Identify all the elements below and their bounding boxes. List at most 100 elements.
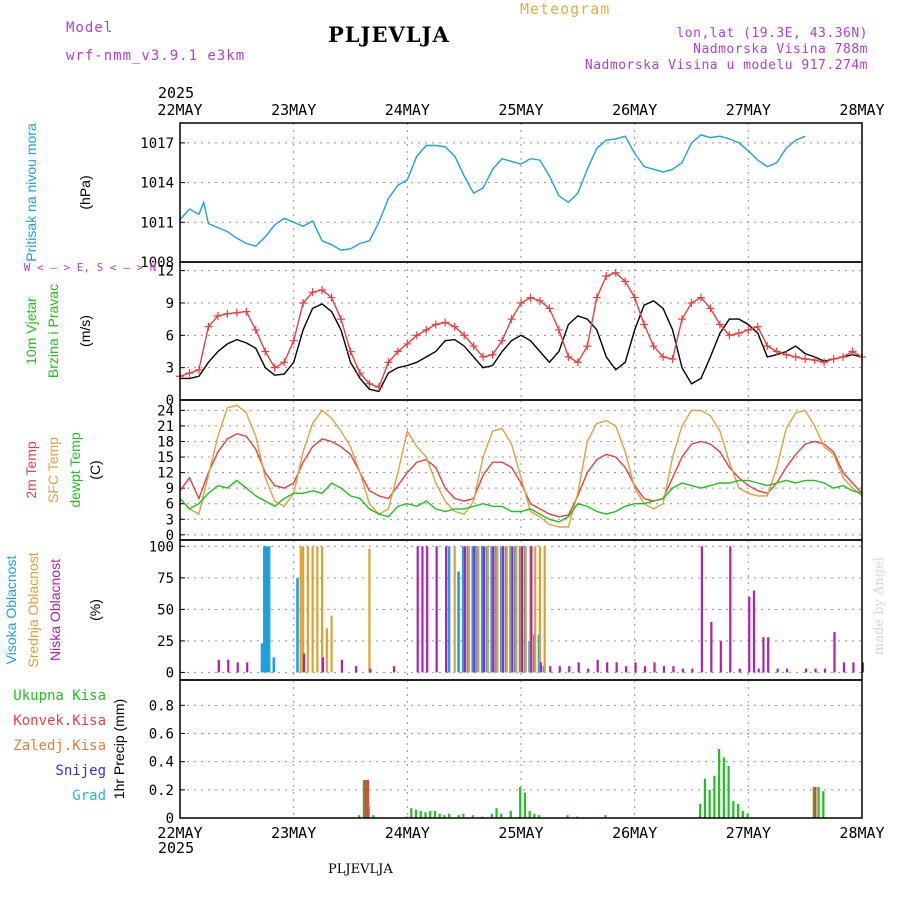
day-label-top-6: 28MAY bbox=[839, 101, 884, 119]
cloud-bar-2-32 bbox=[624, 666, 628, 673]
cloud-bar-1-6 bbox=[325, 628, 328, 673]
wind-marker-42 bbox=[573, 358, 582, 367]
day-label-top-2: 24MAY bbox=[385, 101, 430, 119]
temperature-ylabel-2: dewpt Temp bbox=[67, 432, 83, 507]
wind-marker-32 bbox=[479, 352, 488, 361]
cloud-bar-0-3 bbox=[267, 546, 271, 673]
temperature-line-2 bbox=[179, 479, 863, 523]
cloud-bar-2-21 bbox=[520, 546, 523, 673]
temperature-ytick-6: 18 bbox=[157, 434, 174, 450]
wind-marker-69 bbox=[829, 355, 838, 364]
wind-marker-15 bbox=[318, 286, 327, 295]
cloud-bar-2-45 bbox=[748, 596, 751, 673]
precip-legend-4: Grad bbox=[72, 788, 106, 804]
wind-marker-58 bbox=[725, 331, 734, 340]
precip-bar-0-9 bbox=[424, 812, 427, 818]
cloud-bar-2-23 bbox=[539, 662, 542, 673]
wind-marker-66 bbox=[801, 355, 810, 364]
cloud-bar-2-16 bbox=[473, 546, 476, 673]
precip-bar-0-10 bbox=[429, 810, 432, 818]
wind-ytick-0: 0 bbox=[166, 393, 174, 409]
wind-marker-34 bbox=[498, 336, 507, 345]
model-elevation-label: Nadmorska Visina u modelu 917.274m bbox=[584, 58, 868, 73]
cloud-bar-2-52 bbox=[804, 668, 808, 673]
wind-marker-47 bbox=[621, 277, 630, 286]
day-label-bottom-3: 25MAY bbox=[498, 824, 543, 842]
wind-marker-39 bbox=[545, 304, 554, 313]
model-value: wrf-nmm_v3.9.1 e3km bbox=[66, 48, 246, 64]
precip-bar-0-28 bbox=[566, 815, 569, 818]
precip-ytick-2: 0.4 bbox=[149, 755, 174, 771]
cloud-bar-2-14 bbox=[445, 546, 448, 673]
precip-frame bbox=[179, 679, 863, 819]
wind-marker-28 bbox=[441, 318, 450, 327]
day-label-bottom-2: 24MAY bbox=[385, 824, 430, 842]
day-label-bottom-4: 26MAY bbox=[612, 824, 657, 842]
wind-marker-10 bbox=[270, 363, 279, 372]
cloud-bar-1-4 bbox=[316, 546, 319, 673]
cloud-bar-1-22 bbox=[538, 546, 542, 673]
cloud-bar-1-21 bbox=[534, 546, 537, 673]
cloud-bar-2-34 bbox=[643, 666, 647, 673]
wind-marker-57 bbox=[715, 320, 724, 329]
elevation-label: Nadmorska Visina 788m bbox=[693, 42, 868, 57]
temperature-ytick-3: 9 bbox=[166, 481, 174, 497]
wind-marker-22 bbox=[384, 358, 393, 367]
day-label-top-1: 23MAY bbox=[271, 101, 316, 119]
cloud-bar-2-39 bbox=[691, 668, 694, 673]
cloud-bar-0-10 bbox=[471, 546, 475, 673]
cloud-bar-2-8 bbox=[369, 668, 372, 673]
temperature-ylabel-1: SFC Temp bbox=[45, 437, 61, 503]
day-label-top-4: 26MAY bbox=[612, 101, 657, 119]
precip-bar-0-32 bbox=[703, 778, 707, 818]
cloud-bar-2-6 bbox=[340, 659, 344, 673]
cloud-ylabel-0: Visoka Oblacnost bbox=[3, 556, 19, 665]
wind-marker-64 bbox=[782, 350, 791, 359]
precip-bar-1-0 bbox=[364, 779, 367, 818]
pressure-ytick-1: 1011 bbox=[140, 215, 174, 231]
cloud-ytick-0: 0 bbox=[166, 665, 174, 681]
wind-marker-9 bbox=[261, 347, 270, 356]
wind-marker-60 bbox=[744, 325, 753, 334]
lonlat-label: lon,lat (19.3E, 43.36N) bbox=[676, 26, 868, 41]
precip-ytick-3: 0.6 bbox=[149, 727, 174, 743]
cloud-bar-2-27 bbox=[577, 662, 580, 673]
cloud-ytick-3: 75 bbox=[157, 571, 174, 587]
cloud-bar-2-57 bbox=[852, 662, 855, 673]
cloud-bar-2-55 bbox=[833, 632, 836, 673]
day-label-top-3: 25MAY bbox=[498, 101, 543, 119]
precip-ylabel: 1hr Precip (mm) bbox=[111, 699, 127, 799]
wind-marker-50 bbox=[649, 342, 658, 351]
wind-marker-37 bbox=[526, 293, 535, 302]
precip-bar-0-4 bbox=[372, 815, 375, 818]
wind-marker-31 bbox=[469, 342, 478, 351]
wind-marker-71 bbox=[848, 347, 857, 356]
cloud-bar-1-23 bbox=[543, 546, 546, 673]
wind-marker-2 bbox=[194, 365, 203, 374]
wind-ylabel-1: Brzina i Pravac bbox=[45, 284, 61, 378]
cloud-bar-1-9 bbox=[453, 546, 456, 673]
meteogram-label: Meteogram bbox=[520, 0, 611, 18]
precip-bar-0-42 bbox=[812, 787, 815, 818]
cloud-ylabel-2: Niska Oblacnost bbox=[47, 559, 63, 661]
cloud-bar-1-10 bbox=[467, 546, 471, 673]
cloud-bar-1-8 bbox=[368, 548, 371, 673]
wind-marker-46 bbox=[611, 268, 620, 277]
wind-marker-6 bbox=[232, 308, 241, 317]
cloud-bar-2-40 bbox=[700, 546, 703, 673]
precip-ytick-1: 0.2 bbox=[149, 783, 174, 799]
cloud-bar-1-3 bbox=[311, 546, 314, 673]
wind-marker-67 bbox=[810, 356, 819, 365]
cloud-bar-2-50 bbox=[776, 668, 779, 673]
cloud-bar-2-0 bbox=[217, 659, 220, 673]
cloud-bar-1-19 bbox=[524, 546, 527, 673]
day-label-top-0: 22MAY bbox=[157, 101, 202, 119]
cloud-bar-2-4 bbox=[302, 653, 306, 673]
wind-marker-41 bbox=[564, 352, 573, 361]
precip-bar-0-44 bbox=[822, 791, 825, 818]
cloud-bar-2-36 bbox=[662, 666, 666, 673]
wind-marker-62 bbox=[763, 342, 772, 351]
cloud-ylabel-1: Srednja Oblacnost bbox=[25, 552, 41, 667]
